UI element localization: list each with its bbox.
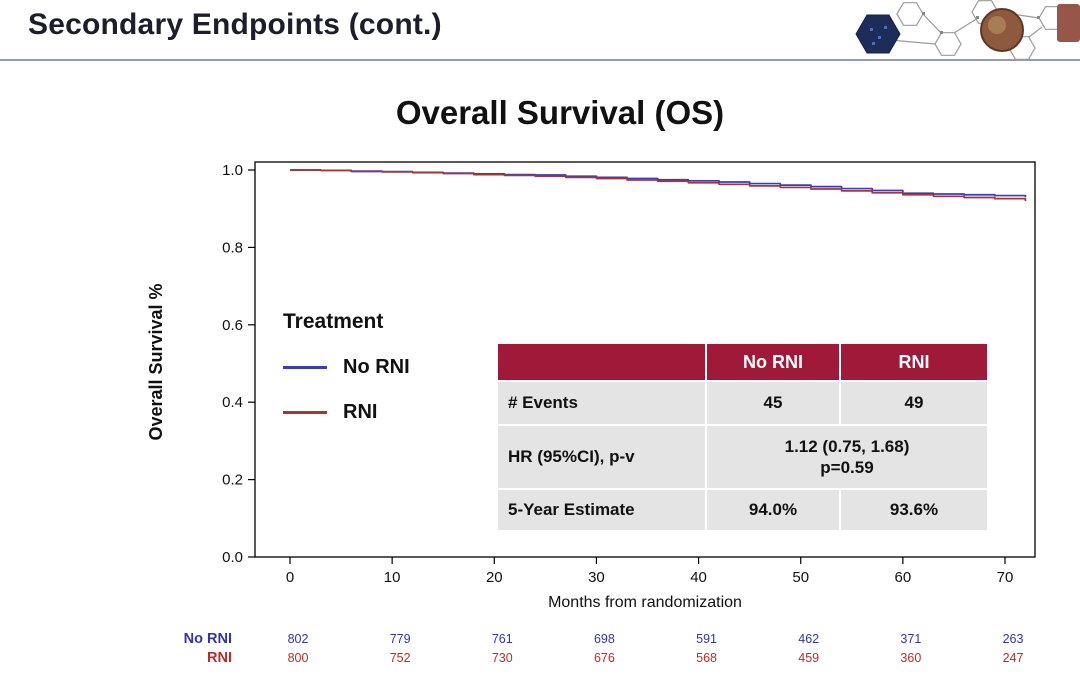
km-curve-rni [290,169,1027,201]
no-rni-line-swatch-icon [283,366,327,369]
blue-hexagon-icon [855,14,901,54]
risk-count: 247 [1003,651,1024,665]
risk-count: 462 [798,632,819,646]
rni-line-swatch-icon [283,411,327,414]
x-axis-label: Months from randomization [548,594,742,611]
risk-count: 591 [696,632,717,646]
x-tick-label: 50 [792,569,809,586]
legend-title: Treatment [283,310,384,333]
stats-estimate-no-rni: 94.0% [707,490,839,530]
x-tick-label: 60 [895,569,912,586]
stats-estimate-rni: 93.6% [841,490,987,530]
risk-count: 761 [492,632,513,646]
risk-count: 263 [1003,632,1024,646]
x-tick-label: 30 [588,569,605,586]
risk-count: 800 [288,651,309,665]
risk-count: 459 [798,651,819,665]
x-tick-label: 20 [486,569,503,586]
header-divider [0,59,1080,61]
molecule-decoration-icon [855,0,1080,60]
x-tick-label: 0 [286,569,294,586]
risk-count: 802 [288,632,309,646]
risk-count: 730 [492,651,513,665]
stats-events-rni: 49 [841,382,987,424]
y-tick-label: 0.2 [222,472,243,489]
stats-row-estimate-label: 5-Year Estimate [498,490,705,530]
stats-table: No RNI RNI # Events 45 49 HR (95%CI), p-… [498,344,987,530]
y-tick-label: 0.0 [222,549,243,566]
stats-hr-value: 1.12 (0.75, 1.68) p=0.59 [707,426,987,488]
risk-count: 752 [390,651,411,665]
legend-label-rni: RNI [343,401,378,423]
risk-count: 779 [390,632,411,646]
x-tick-label: 10 [384,569,401,586]
node-dots-icon [922,12,1040,34]
edge-image-icon [1057,4,1080,42]
risk-count: 360 [900,651,921,665]
stats-header-no-rni: No RNI [707,344,839,380]
chart-title: Overall Survival (OS) [395,94,725,131]
legend: Treatment No RNI RNI [283,310,410,424]
legend-label-no-rni: No RNI [343,356,410,378]
legend-item-no-rni: No RNI [283,356,410,379]
risk-count: 698 [594,632,615,646]
y-tick-label: 0.4 [222,394,243,411]
km-curve-no-rni [290,169,1027,198]
legend-item-rni: RNI [283,401,410,424]
stats-header-blank [498,344,705,380]
stats-row-hr-label: HR (95%CI), p-v [498,426,705,488]
risk-count: 568 [696,651,717,665]
y-tick-label: 0.6 [222,317,243,334]
risk-row-label-rni: RNI [207,650,232,666]
specimen-highlight-icon [988,16,1006,34]
risk-count: 676 [594,651,615,665]
x-tick-label: 70 [997,569,1014,586]
risk-row-label-no-rni: No RNI [184,631,232,647]
plot-frame [254,161,1036,558]
hexagon-texture-icon [870,26,887,45]
stats-events-no-rni: 45 [707,382,839,424]
risk-count: 371 [900,632,921,646]
slide-header-title: Secondary Endpoints (cont.) [28,8,442,41]
y-tick-label: 0.8 [222,239,243,256]
x-tick-label: 40 [690,569,707,586]
stats-header-rni: RNI [841,344,987,380]
stats-row-events-label: # Events [498,382,705,424]
y-tick-label: 1.0 [222,162,243,179]
